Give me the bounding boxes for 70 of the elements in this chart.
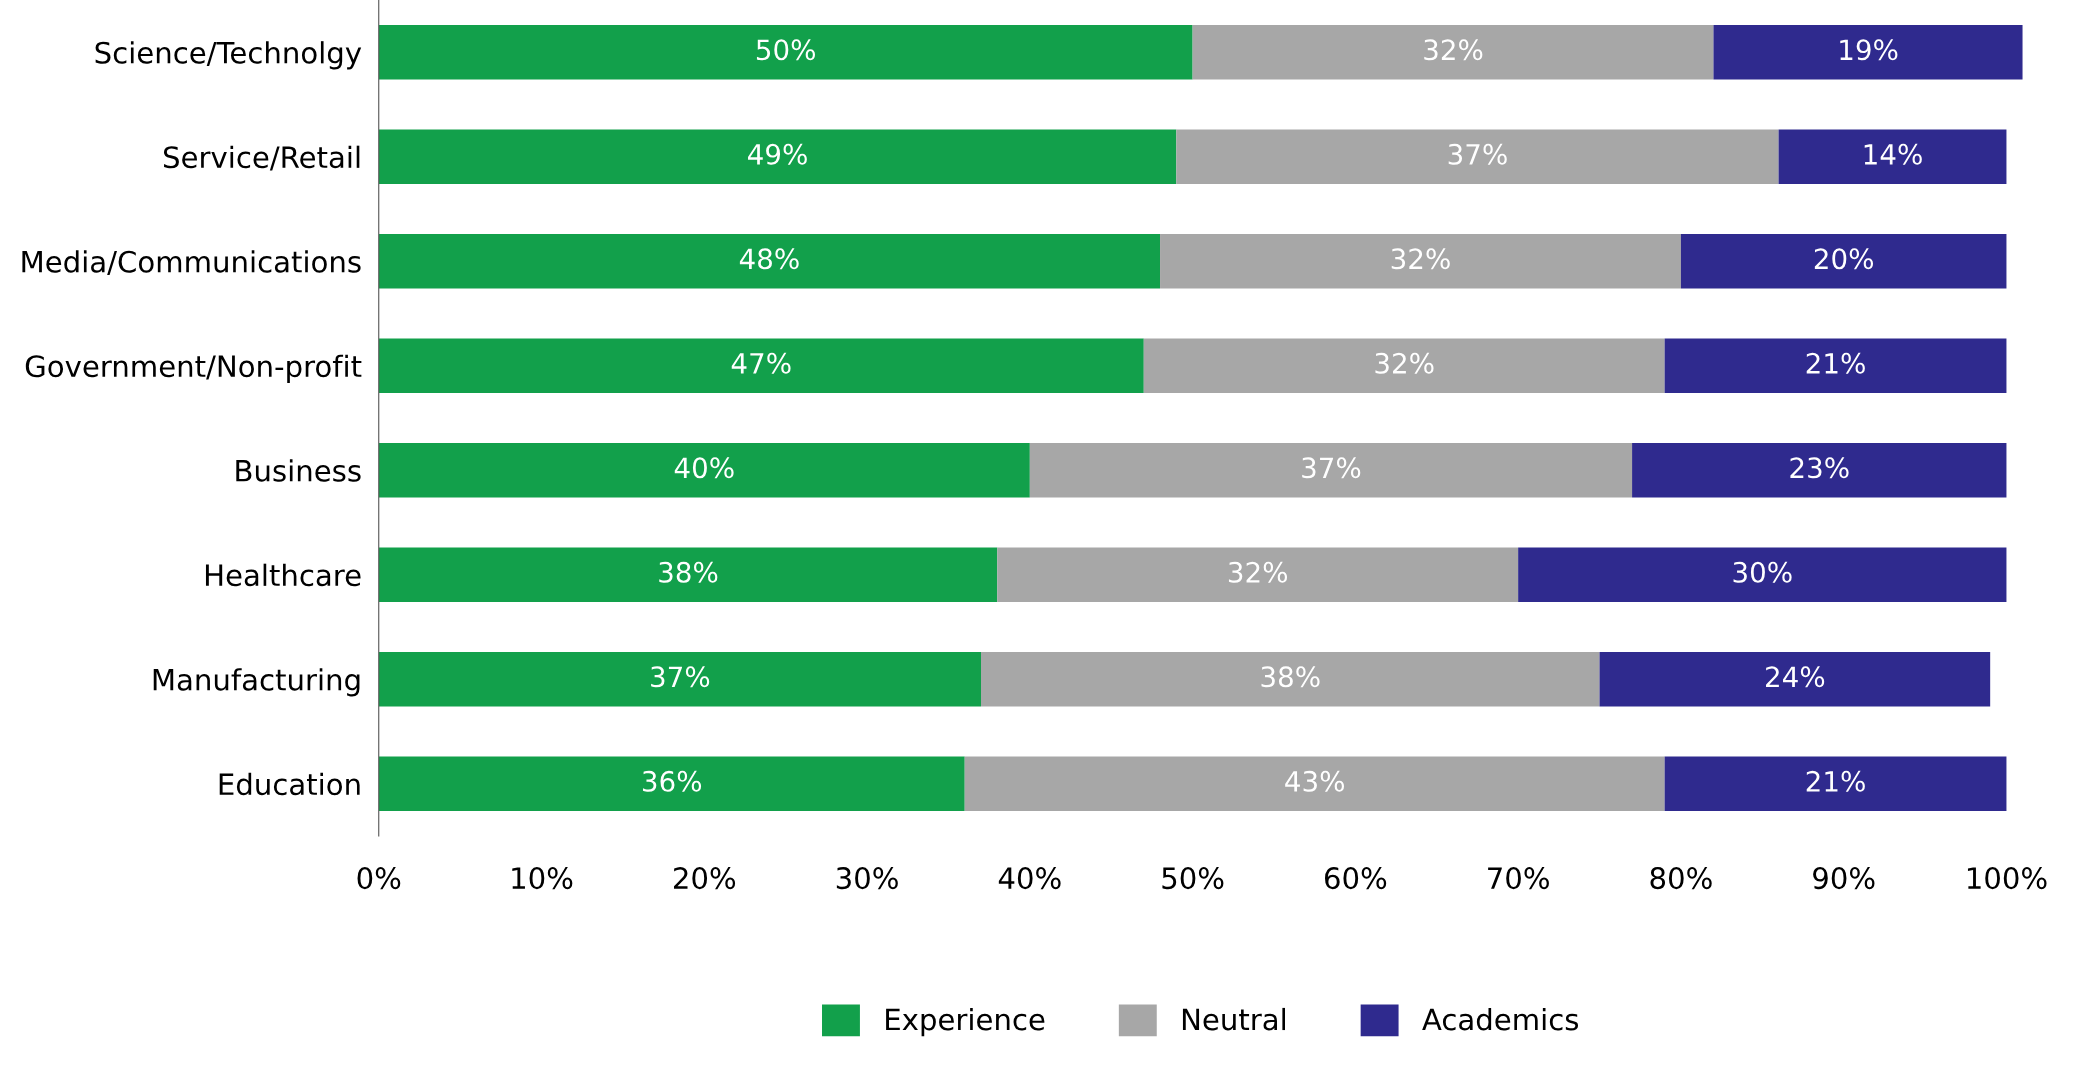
x-tick-label: 20%	[674, 867, 736, 890]
bar	[378, 547, 998, 602]
legend-label: Experience	[886, 1007, 1045, 1037]
data-label: 40%	[674, 457, 734, 479]
bar	[1713, 25, 2023, 80]
data-label: 14%	[1864, 143, 1922, 165]
y-tick-label: Service/Retail	[163, 145, 360, 171]
bar	[378, 443, 1030, 498]
x-tick-label: 100%	[1967, 867, 2047, 890]
data-label: 21%	[1806, 770, 1865, 792]
data-label: 36%	[642, 770, 702, 792]
bar	[981, 652, 1600, 707]
data-label: 38%	[1261, 666, 1320, 688]
bar	[1778, 129, 2007, 184]
bar	[378, 652, 981, 707]
bar	[997, 547, 1519, 602]
data-label: 32%	[1375, 352, 1434, 374]
data-label: 37%	[1448, 143, 1507, 165]
data-label: 38%	[659, 561, 718, 583]
data-label: 20%	[1814, 248, 1874, 270]
x-tick-label: 60%	[1324, 867, 1387, 890]
x-tick-label: 40%	[998, 867, 1061, 890]
data-label: 48%	[739, 248, 799, 270]
bar	[378, 129, 1177, 184]
x-tick-label: 80%	[1650, 867, 1712, 890]
y-tick-label: Science/Technolgy	[95, 41, 362, 70]
legend-label: Academics	[1422, 1007, 1579, 1031]
data-label: 50%	[756, 39, 816, 61]
bar	[1518, 547, 2007, 602]
bar	[1664, 338, 2007, 393]
data-label: 19%	[1840, 39, 1898, 61]
bar	[1664, 756, 2007, 811]
data-label: 30%	[1733, 561, 1792, 583]
x-tick-label: 10%	[512, 867, 573, 890]
bar	[378, 338, 1144, 393]
y-tick-label: Healthcare	[205, 563, 361, 587]
data-label: 32%	[1424, 39, 1483, 61]
data-label: 43%	[1285, 770, 1345, 792]
bar	[1143, 338, 1665, 393]
data-label: 32%	[1228, 561, 1288, 583]
data-label: 23%	[1790, 457, 1849, 479]
y-tick-label: Business	[236, 459, 361, 482]
bar	[1680, 234, 2007, 289]
data-label: 49%	[748, 143, 807, 165]
x-tick-label: 90%	[1813, 867, 1875, 890]
bar	[1192, 25, 1714, 80]
y-tick-label: Manufacturing	[153, 668, 360, 697]
data-label: 24%	[1766, 666, 1825, 688]
bar	[1029, 443, 1633, 498]
x-tick-label: 70%	[1488, 867, 1549, 890]
x-tick-label: 0%	[357, 867, 401, 890]
bar	[1632, 443, 2007, 498]
y-tick-label: Government/Non-profit	[25, 354, 362, 383]
bar	[1599, 652, 1991, 707]
bar	[378, 25, 1193, 80]
bar	[378, 234, 1161, 289]
data-label: 37%	[1302, 457, 1361, 479]
x-tick-label: 50%	[1162, 867, 1224, 890]
bar	[1160, 234, 1681, 289]
bar	[1176, 129, 1779, 184]
bar	[378, 756, 965, 811]
data-label: 47%	[731, 352, 791, 374]
data-label: 21%	[1806, 352, 1865, 374]
y-tick-label: Media/Communications	[22, 250, 361, 276]
data-label: 32%	[1391, 248, 1450, 270]
legend-label: Neutral	[1182, 1007, 1285, 1031]
data-label: 37%	[651, 666, 710, 688]
bar	[964, 756, 1665, 811]
y-tick-label: Education	[219, 772, 360, 796]
x-tick-label: 30%	[836, 867, 898, 890]
